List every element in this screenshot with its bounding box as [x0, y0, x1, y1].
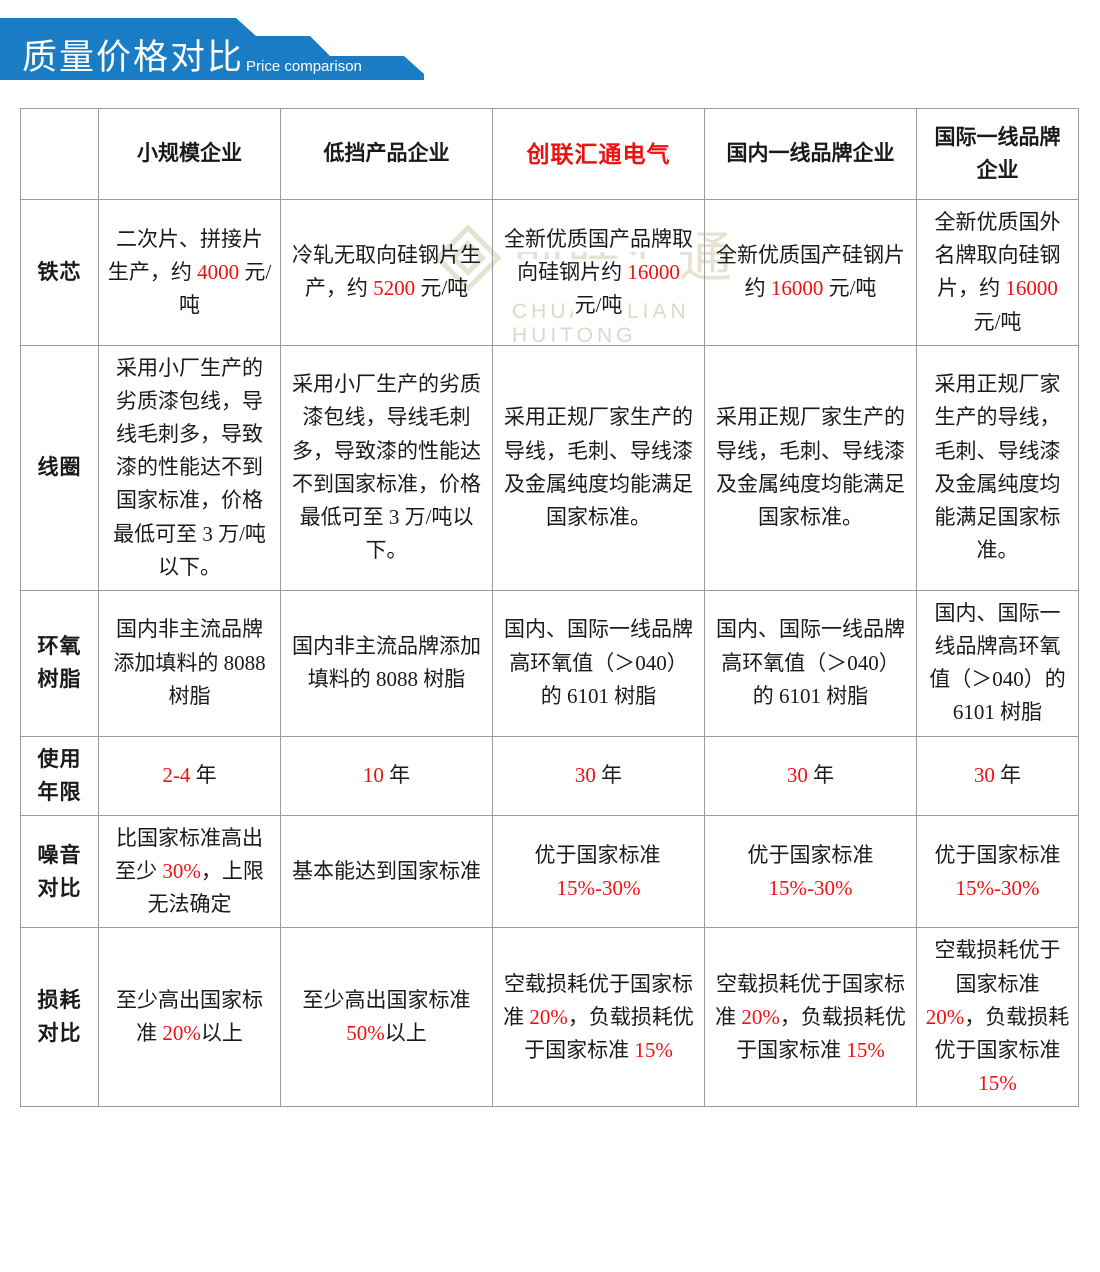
cell-text: 采用小厂生产的劣质漆包线，导线毛刺多，导致漆的性能达不到国家标准，价格最低可至 …	[113, 355, 266, 579]
cell-text: 10 年	[362, 763, 411, 788]
cell-text: 全新优质国外名牌取向硅钢片，约 16000 元/吨	[934, 210, 1061, 334]
cell-small-2: 国内非主流品牌添加填料的 8088 树脂	[98, 589, 281, 737]
table-row: 线圈 采用小厂生产的劣质漆包线，导线毛刺多，导致漆的性能达不到国家标准，价格最低可…	[20, 344, 1079, 591]
table-row: 铁芯 二次片、拼接片生产，约 4000 元/吨 冷轧无取向硅钢片生产，约 5200 …	[20, 199, 1079, 346]
cell-lowend-4: 基本能达到国家标准	[280, 814, 493, 929]
cell-intl-4: 优于国家标准 15%-30%	[916, 814, 1079, 929]
cell-text: 空载损耗优于国家标准 20%，负载损耗优于国家标准 15%	[715, 971, 906, 1062]
cell-intl-0: 全新优质国外名牌取向硅钢片，约 16000 元/吨	[916, 199, 1079, 346]
cell-text: 采用小厂生产的劣质漆包线，导线毛刺多，导致漆的性能达不到国家标准，价格最低可至 …	[292, 372, 481, 563]
cell-intl-2: 国内、国际一线品牌高环氧值（＞040）的 6101 树脂	[916, 589, 1079, 737]
cell-brand-5: 空载损耗优于国家标准 20%，负载损耗优于国家标准 15%	[492, 927, 705, 1108]
row-label-4: 噪音对比	[20, 814, 99, 929]
cell-text: 至少高出国家标准 20%以上	[116, 988, 263, 1046]
price-comparison-table: 小规模企业 低挡产品企业 创联汇通电气 国内一线品牌企业 国际一线品牌企业铁芯 二次片、拼…	[20, 108, 1079, 1108]
column-header-label: 小规模企业	[137, 141, 242, 166]
page-header-banner: 质量价格对比 Price comparison	[0, 18, 700, 80]
cell-text: 优于国家标准 15%-30%	[934, 842, 1061, 900]
cell-domestic-2: 国内、国际一线品牌高环氧值（＞040）的 6101 树脂	[704, 589, 917, 737]
cell-text: 30 年	[973, 763, 1022, 788]
cell-text: 优于国家标准 15%-30%	[532, 841, 663, 901]
cell-text: 空载损耗优于国家标准 20%，负载损耗优于国家标准 15%	[501, 970, 696, 1063]
table-row: 环氧树脂 国内非主流品牌添加填料的 8088 树脂 国内非主流品牌添加填料的 808…	[20, 589, 1079, 737]
cell-text: 国内、国际一线品牌高环氧值（＞040）的 6101 树脂	[502, 616, 695, 709]
cell-lowend-2: 国内非主流品牌添加填料的 8088 树脂	[280, 589, 493, 737]
cell-text: 采用正规厂家生产的导线，毛刺、导线漆及金属纯度均能满足国家标准。	[934, 372, 1061, 563]
comparison-table-wrap: 小规模企业 低挡产品企业 创联汇通电气 国内一线品牌企业 国际一线品牌企业铁芯 二次片、拼…	[20, 108, 1079, 1108]
cell-text: 基本能达到国家标准	[292, 859, 481, 884]
row-label-1: 线圈	[20, 344, 99, 591]
row-label-2: 环氧树脂	[20, 589, 99, 737]
cell-text: 30 年	[572, 762, 625, 789]
cell-domestic-3: 30 年	[704, 735, 917, 816]
cell-text: 空载损耗优于国家标准 20%，负载损耗优于国家标准 15%	[925, 938, 1070, 1096]
row-label-5: 损耗对比	[20, 927, 99, 1108]
cell-text: 全新优质国产硅钢片约 16000 元/吨	[716, 243, 905, 301]
table-header-row: 小规模企业 低挡产品企业 创联汇通电气 国内一线品牌企业 国际一线品牌企业	[20, 108, 1079, 200]
header-corner-cell	[20, 108, 99, 200]
column-header-label: 国内一线品牌企业	[726, 141, 895, 166]
cell-text: 国内非主流品牌添加填料的 8088 树脂	[292, 634, 481, 692]
cell-brand-1: 采用正规厂家生产的导线，毛刺、导线漆及金属纯度均能满足国家标准。	[492, 344, 705, 591]
column-header-label: 国际一线品牌企业	[934, 124, 1061, 182]
cell-small-3: 2-4 年	[98, 735, 281, 816]
cell-domestic-5: 空载损耗优于国家标准 20%，负载损耗优于国家标准 15%	[704, 927, 917, 1108]
table-body: 小规模企业 低挡产品企业 创联汇通电气 国内一线品牌企业 国际一线品牌企业铁芯 二次片、拼…	[20, 108, 1079, 1108]
cell-text: 采用正规厂家生产的导线，毛刺、导线漆及金属纯度均能满足国家标准。	[502, 404, 695, 530]
cell-lowend-5: 至少高出国家标准 50%以上	[280, 927, 493, 1108]
cell-brand-2: 国内、国际一线品牌高环氧值（＞040）的 6101 树脂	[492, 589, 705, 737]
cell-text: 比国家标准高出至少 30%，上限无法确定	[115, 825, 264, 917]
cell-domestic-4: 优于国家标准 15%-30%	[704, 814, 917, 929]
cell-intl-3: 30 年	[916, 735, 1079, 816]
table-row: 噪音对比 比国家标准高出至少 30%，上限无法确定 基本能达到国家标准 优于国家标准 …	[20, 814, 1079, 929]
column-header-intl: 国际一线品牌企业	[916, 108, 1079, 200]
cell-text: 国内、国际一线品牌高环氧值（＞040）的 6101 树脂	[716, 617, 905, 708]
cell-text: 二次片、拼接片生产，约 4000 元/吨	[107, 226, 272, 317]
cell-brand-4: 优于国家标准 15%-30%	[492, 814, 705, 929]
cell-brand-0: 全新优质国产品牌取向硅钢片约 16000 元/吨	[492, 199, 705, 346]
column-header-brand: 创联汇通电气	[492, 108, 705, 200]
cell-intl-5: 空载损耗优于国家标准 20%，负载损耗优于国家标准 15%	[916, 927, 1079, 1108]
cell-lowend-3: 10 年	[280, 735, 493, 816]
cell-small-5: 至少高出国家标准 20%以上	[98, 927, 281, 1108]
cell-text: 全新优质国产品牌取向硅钢片约 16000 元/吨	[502, 225, 695, 318]
cell-text: 2-4 年	[162, 763, 217, 788]
cell-small-4: 比国家标准高出至少 30%，上限无法确定	[98, 814, 281, 929]
table-row: 使用年限 2-4 年 10 年 30 年 30 年 30 年	[20, 735, 1079, 816]
cell-small-0: 二次片、拼接片生产，约 4000 元/吨	[98, 199, 281, 346]
brand-column-label: 创联汇通电气	[523, 139, 674, 168]
banner-shape	[0, 18, 424, 80]
cell-text: 优于国家标准 15%-30%	[747, 842, 874, 900]
cell-intl-1: 采用正规厂家生产的导线，毛刺、导线漆及金属纯度均能满足国家标准。	[916, 344, 1079, 591]
cell-domestic-0: 全新优质国产硅钢片约 16000 元/吨	[704, 199, 917, 346]
row-label-0: 铁芯	[20, 199, 99, 346]
cell-text: 冷轧无取向硅钢片生产，约 5200 元/吨	[292, 243, 481, 301]
column-header-domestic: 国内一线品牌企业	[704, 108, 917, 200]
table-row: 损耗对比 至少高出国家标准 20%以上 至少高出国家标准 50%以上 空载损耗优于国家…	[20, 927, 1079, 1108]
cell-text: 30 年	[786, 763, 835, 788]
column-header-small: 小规模企业	[98, 108, 281, 200]
cell-text: 国内、国际一线品牌高环氧值（＞040）的 6101 树脂	[929, 600, 1066, 725]
cell-text: 采用正规厂家生产的导线，毛刺、导线漆及金属纯度均能满足国家标准。	[716, 405, 905, 529]
cell-text: 国内非主流品牌添加填料的 8088 树脂	[113, 617, 266, 708]
cell-small-1: 采用小厂生产的劣质漆包线，导线毛刺多，导致漆的性能达不到国家标准，价格最低可至 …	[98, 344, 281, 591]
cell-brand-3: 30 年	[492, 735, 705, 816]
column-header-lowend: 低挡产品企业	[280, 108, 493, 200]
column-header-label: 低挡产品企业	[323, 141, 450, 166]
cell-lowend-0: 冷轧无取向硅钢片生产，约 5200 元/吨	[280, 199, 493, 346]
cell-domestic-1: 采用正规厂家生产的导线，毛刺、导线漆及金属纯度均能满足国家标准。	[704, 344, 917, 591]
cell-lowend-1: 采用小厂生产的劣质漆包线，导线毛刺多，导致漆的性能达不到国家标准，价格最低可至 …	[280, 344, 493, 591]
row-label-3: 使用年限	[20, 735, 99, 816]
cell-text: 至少高出国家标准 50%以上	[302, 988, 471, 1046]
